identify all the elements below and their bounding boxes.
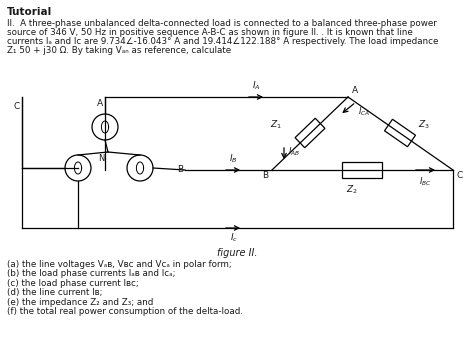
Text: $Z_1$: $Z_1$: [270, 119, 282, 131]
Text: Tutorial: Tutorial: [7, 7, 52, 17]
Text: C: C: [457, 171, 463, 180]
Text: B: B: [262, 171, 268, 180]
Text: $Z_3$: $Z_3$: [418, 119, 430, 131]
Text: $I_B$: $I_B$: [228, 152, 237, 165]
Bar: [295, 118, 325, 148]
Text: Z₁ 50 + j30 Ω. By taking Vₐₙ as reference, calculate: Z₁ 50 + j30 Ω. By taking Vₐₙ as referenc…: [7, 46, 231, 55]
Text: C: C: [14, 102, 20, 111]
Text: B: B: [177, 165, 183, 175]
Text: $I_c$: $I_c$: [230, 232, 238, 244]
Text: source of 346 V, 50 Hz in positive sequence A-B-C as shown in figure II. . It is: source of 346 V, 50 Hz in positive seque…: [7, 28, 413, 37]
Text: A: A: [97, 99, 103, 108]
Text: $I_A$: $I_A$: [252, 79, 260, 92]
Text: (b) the load phase currents Iₐʙ and Iᴄₐ;: (b) the load phase currents Iₐʙ and Iᴄₐ;: [7, 269, 175, 279]
Text: II.  A three-phase unbalanced delta-connected load is connected to a balanced th: II. A three-phase unbalanced delta-conne…: [7, 19, 437, 28]
Bar: [342, 162, 382, 178]
Text: figure II.: figure II.: [217, 248, 257, 258]
Bar: [384, 119, 416, 147]
Text: (e) the impedance Z₂ and Z₃; and: (e) the impedance Z₂ and Z₃; and: [7, 298, 154, 307]
Text: $I_{BC}$: $I_{BC}$: [419, 175, 431, 188]
Text: $I_{AB}$: $I_{AB}$: [288, 146, 300, 158]
Text: N: N: [99, 154, 105, 163]
Text: A: A: [352, 86, 358, 95]
Text: $Z_2$: $Z_2$: [346, 184, 358, 196]
Text: (d) the line current Iʙ;: (d) the line current Iʙ;: [7, 288, 102, 297]
Text: currents Iₐ and Ic are 9.734∠-16.043° A and 19.414∠122.188° A respectively. The : currents Iₐ and Ic are 9.734∠-16.043° A …: [7, 37, 438, 46]
Text: (c) the load phase current Iʙᴄ;: (c) the load phase current Iʙᴄ;: [7, 279, 139, 288]
Text: $I_{CA}$: $I_{CA}$: [358, 105, 370, 118]
Text: (a) the line voltages Vₐʙ, Vʙᴄ and Vᴄₐ in polar form;: (a) the line voltages Vₐʙ, Vʙᴄ and Vᴄₐ i…: [7, 260, 232, 269]
Text: (f) the total real power consumption of the delta-load.: (f) the total real power consumption of …: [7, 308, 243, 316]
